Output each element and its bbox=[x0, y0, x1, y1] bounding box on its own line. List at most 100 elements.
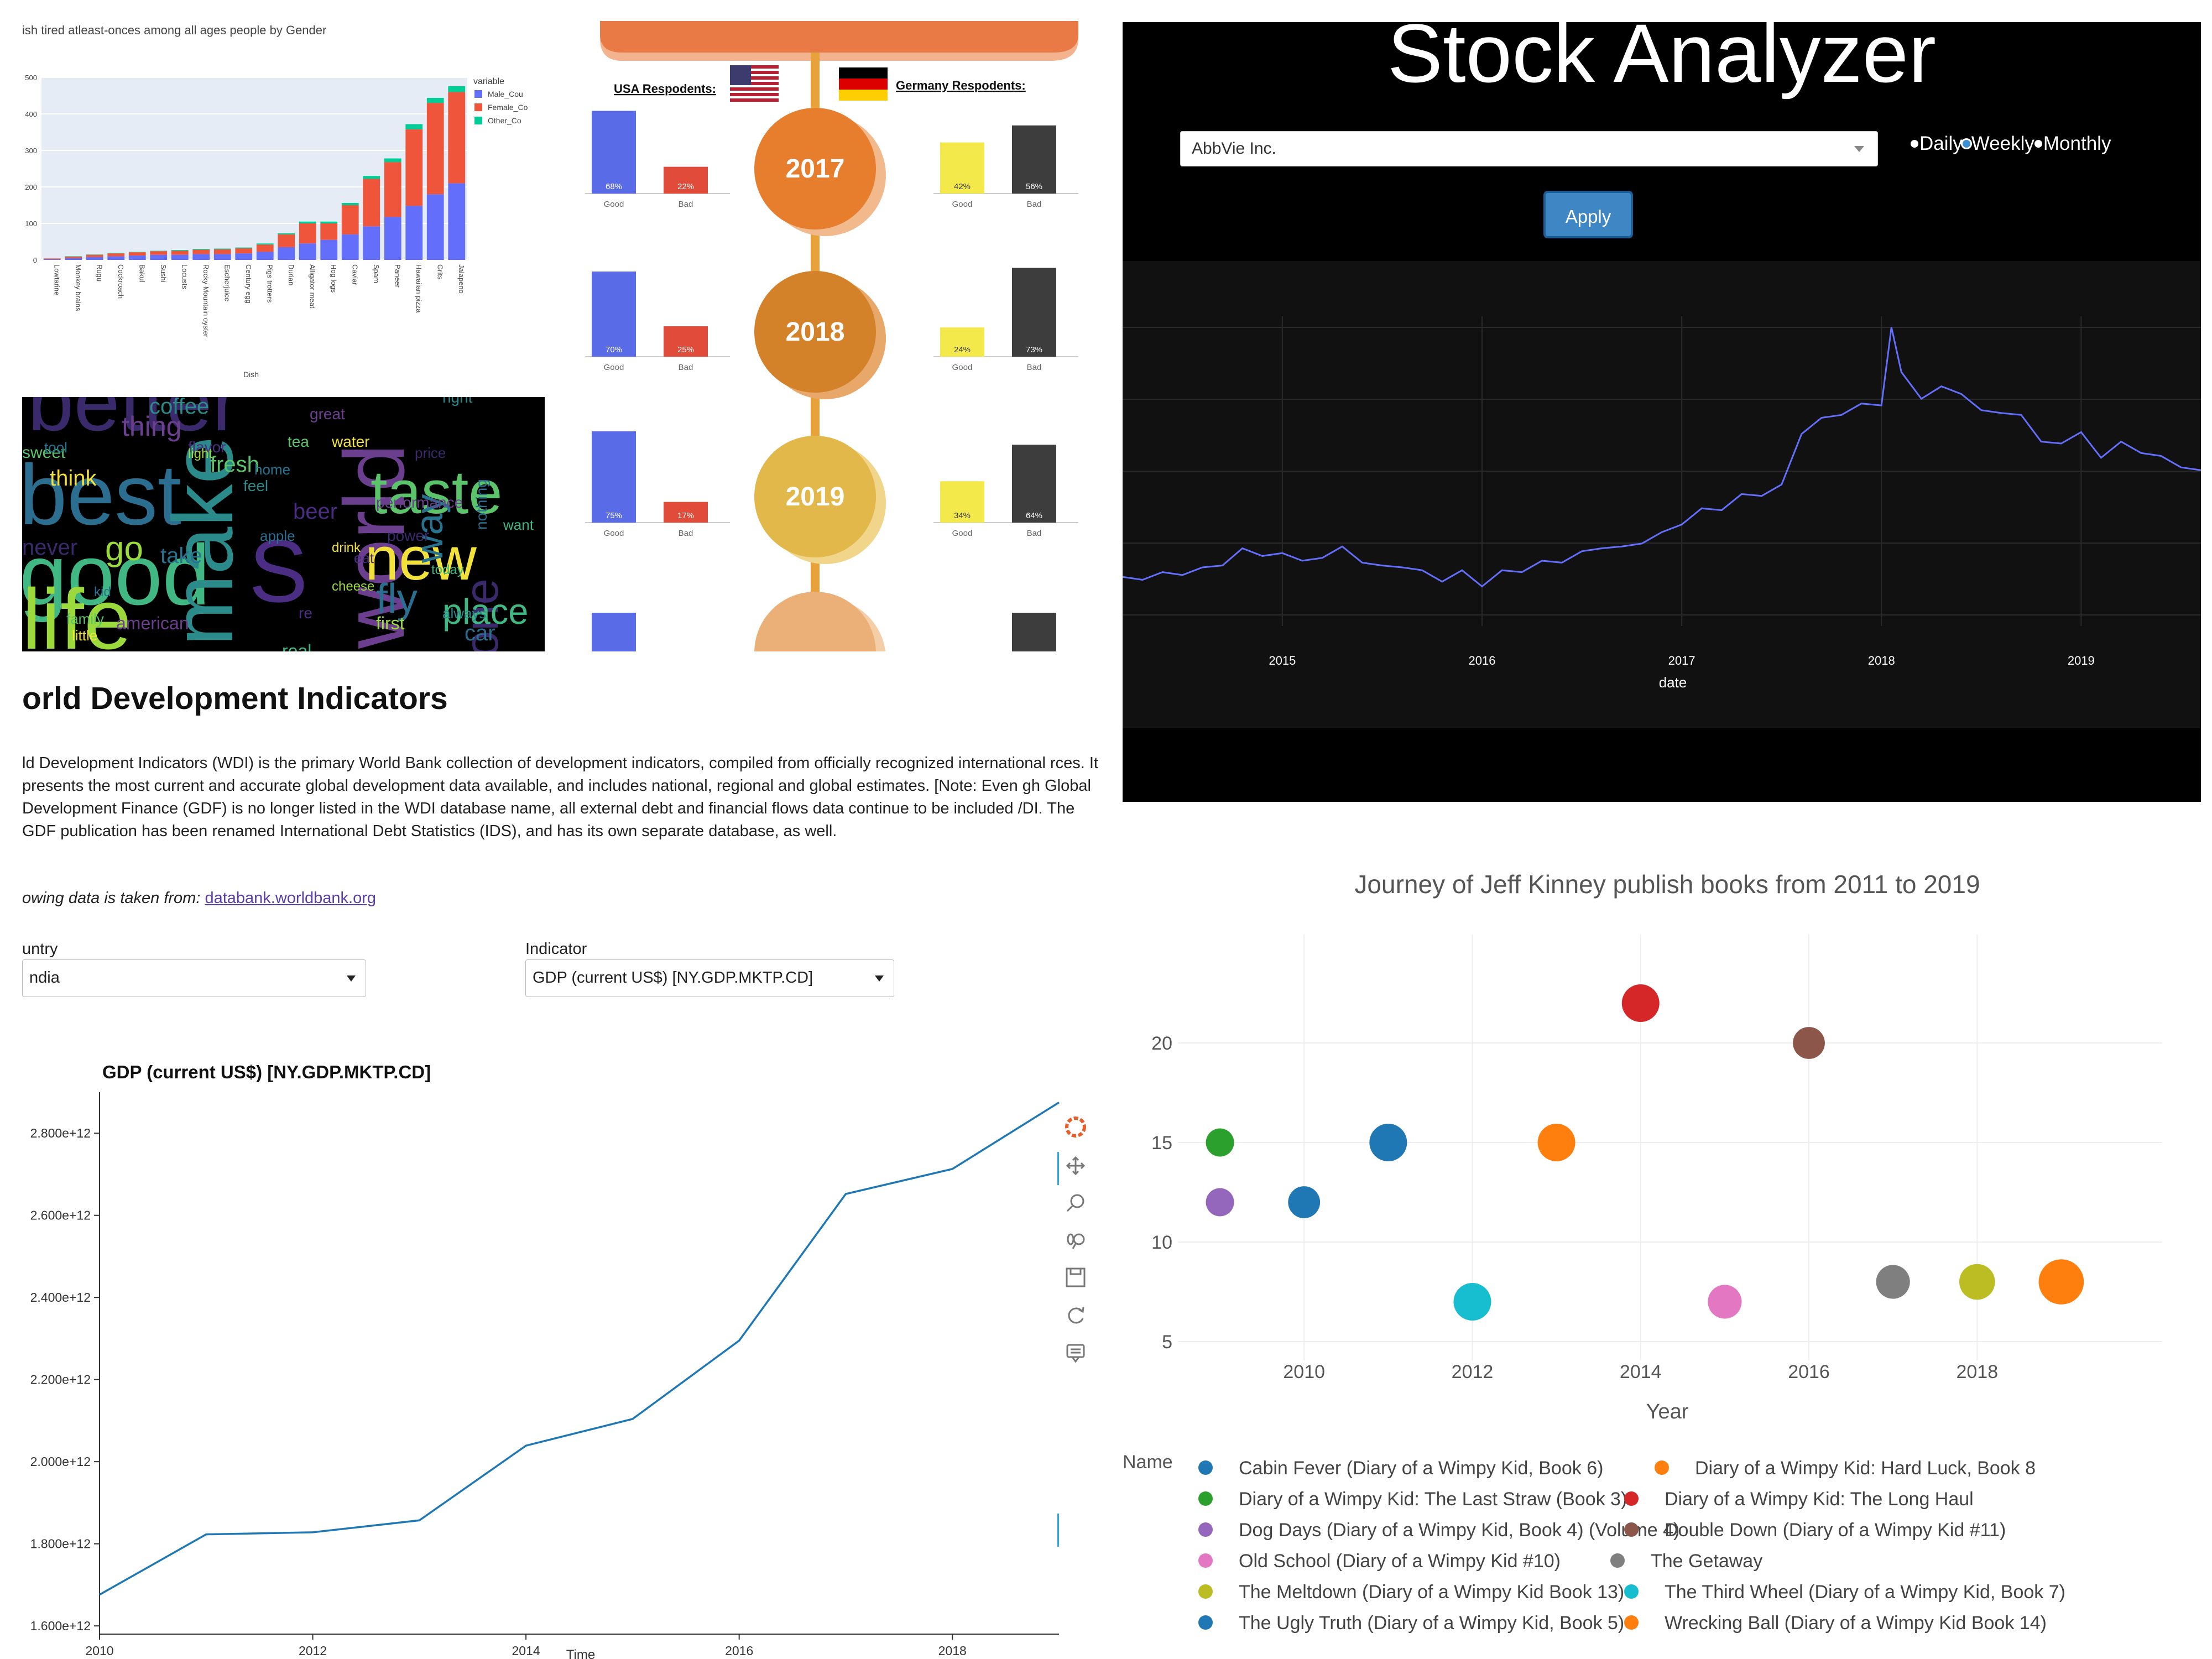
radio-weekly[interactable]: Weekly bbox=[1962, 133, 2034, 154]
books-legend-marker[interactable] bbox=[1624, 1522, 1639, 1537]
word-cloud-word: kid bbox=[94, 585, 111, 599]
word-cloud-word: always bbox=[442, 605, 486, 622]
books-legend-label[interactable]: The Getaway bbox=[1651, 1551, 1762, 1572]
books-legend-label[interactable]: Cabin Fever (Diary of a Wimpy Kid, Book … bbox=[1239, 1458, 1603, 1479]
books-legend-marker[interactable] bbox=[1198, 1553, 1213, 1568]
radio-monthly[interactable]: Monthly bbox=[2034, 133, 2111, 154]
stack-bar-segment bbox=[43, 258, 61, 259]
reset-icon[interactable] bbox=[1068, 1307, 1084, 1324]
book-point[interactable] bbox=[1537, 1124, 1575, 1161]
bokeh-logo-icon[interactable] bbox=[1065, 1117, 1086, 1138]
gdp-y-tick-label: 2.800e+12 bbox=[30, 1126, 91, 1140]
word-cloud-word: right bbox=[442, 397, 473, 406]
indicator-select[interactable]: GDP (current US$) [NY.GDP.MKTP.CD] bbox=[525, 959, 894, 997]
gender-stacked-bar-chart: ish tired atleast-onces among all ages p… bbox=[22, 23, 528, 379]
books-scatter-chart: Journey of Jeff Kinney publish books fro… bbox=[1123, 870, 2162, 1634]
radio-daily[interactable]: Daily bbox=[1911, 133, 1963, 154]
zoom-icon[interactable] bbox=[1066, 1194, 1084, 1212]
book-point[interactable] bbox=[1876, 1265, 1910, 1299]
year-node bbox=[754, 436, 876, 557]
wdi-source-link[interactable]: databank.worldbank.org bbox=[205, 889, 376, 907]
stack-bar-segment bbox=[363, 226, 380, 260]
book-point[interactable] bbox=[1206, 1128, 1234, 1157]
word-cloud-word: feel bbox=[243, 477, 268, 494]
books-legend-label[interactable]: Double Down (Diary of a Wimpy Kid #11) bbox=[1665, 1520, 2006, 1541]
hover-icon[interactable] bbox=[1066, 1344, 1085, 1363]
books-y-tick-label: 20 bbox=[1151, 1033, 1172, 1054]
country-select-value: ndia bbox=[29, 969, 60, 987]
books-legend-marker[interactable] bbox=[1624, 1584, 1639, 1599]
books-legend-label[interactable]: Wrecking Ball (Diary of a Wimpy Kid Book… bbox=[1665, 1613, 2047, 1634]
country-select[interactable]: ndia bbox=[22, 959, 366, 997]
books-x-tick-label: 2012 bbox=[1452, 1361, 1494, 1383]
save-icon[interactable] bbox=[1066, 1267, 1086, 1287]
survey-value-label: 24% bbox=[954, 345, 971, 354]
books-legend-marker[interactable] bbox=[1198, 1460, 1213, 1475]
stack-x-tick-label: Jalapeno bbox=[457, 264, 466, 294]
gdp-x-tick-label: 2010 bbox=[85, 1644, 113, 1658]
survey-bar-bad bbox=[1012, 445, 1056, 523]
survey-value-label: 56% bbox=[1026, 182, 1042, 191]
stack-legend-swatch bbox=[474, 90, 482, 98]
radio-monthly-dot[interactable] bbox=[2034, 139, 2042, 148]
books-legend-marker[interactable] bbox=[1610, 1553, 1625, 1568]
books-legend-label[interactable]: Old School (Diary of a Wimpy Kid #10) bbox=[1239, 1551, 1561, 1572]
book-point[interactable] bbox=[1288, 1186, 1321, 1218]
books-legend-label[interactable]: The Third Wheel (Diary of a Wimpy Kid, B… bbox=[1665, 1582, 2065, 1603]
book-point[interactable] bbox=[1369, 1124, 1407, 1161]
word-cloud-word: fly bbox=[376, 575, 418, 622]
books-legend-marker[interactable] bbox=[1624, 1615, 1639, 1630]
stack-legend-title: variable bbox=[473, 77, 504, 86]
word-cloud-word: world bbox=[326, 444, 422, 649]
stock-title: Stock Analyzer bbox=[1387, 22, 1937, 100]
stack-x-tick-label: Rocky Mountain oyster bbox=[202, 264, 210, 338]
books-legend-title: Name bbox=[1123, 1452, 1173, 1473]
survey-value-label: 34% bbox=[954, 511, 971, 520]
book-point[interactable] bbox=[1206, 1188, 1234, 1217]
book-point[interactable] bbox=[1708, 1285, 1742, 1319]
word-cloud-word: new bbox=[365, 525, 477, 593]
books-legend-label[interactable]: Dog Days (Diary of a Wimpy Kid, Book 4) … bbox=[1239, 1520, 1679, 1541]
books-legend-marker[interactable] bbox=[1655, 1460, 1669, 1475]
pan-icon[interactable] bbox=[1066, 1156, 1086, 1176]
books-legend-label[interactable]: Diary of a Wimpy Kid: The Long Haul bbox=[1665, 1489, 1974, 1510]
books-legend-marker[interactable] bbox=[1198, 1584, 1213, 1599]
books-legend-marker[interactable] bbox=[1624, 1491, 1639, 1506]
stack-bar-segment bbox=[426, 194, 444, 260]
books-legend-label[interactable]: Diary of a Wimpy Kid: Hard Luck, Book 8 bbox=[1695, 1458, 2036, 1479]
word-cloud-word: family bbox=[66, 611, 104, 627]
year-node bbox=[754, 108, 876, 229]
wheel-zoom-icon[interactable] bbox=[1067, 1233, 1085, 1249]
survey-bar-bad bbox=[664, 502, 708, 523]
stack-x-tick-label: Bakul bbox=[138, 264, 146, 283]
books-legend-marker[interactable] bbox=[1198, 1615, 1213, 1630]
books-legend-marker[interactable] bbox=[1198, 1522, 1213, 1537]
book-point[interactable] bbox=[2038, 1259, 2084, 1305]
stack-bar-segment bbox=[299, 223, 316, 244]
book-point[interactable] bbox=[1453, 1283, 1491, 1321]
radio-daily-dot[interactable] bbox=[1911, 139, 1918, 148]
book-point[interactable] bbox=[1793, 1027, 1825, 1059]
stack-x-axis-label: Dish bbox=[243, 370, 259, 379]
company-dropdown[interactable]: AbbVie Inc. bbox=[1180, 131, 1878, 166]
book-point[interactable] bbox=[1959, 1264, 1995, 1300]
stack-bar-segment bbox=[171, 250, 189, 251]
stack-bar-segment bbox=[128, 255, 146, 260]
book-point[interactable] bbox=[1621, 984, 1660, 1022]
word-cloud-word: want bbox=[503, 517, 534, 533]
word-cloud-word: flavor bbox=[188, 439, 226, 456]
stack-legend-swatch bbox=[474, 103, 482, 111]
word-cloud-word: power bbox=[387, 527, 429, 544]
stack-y-tick-label: 400 bbox=[25, 110, 37, 118]
word-cloud-word: think bbox=[50, 466, 97, 491]
radio-weekly-dot[interactable] bbox=[1962, 139, 1970, 148]
books-legend-label[interactable]: Diary of a Wimpy Kid: The Last Straw (Bo… bbox=[1239, 1489, 1627, 1510]
books-legend-marker[interactable] bbox=[1198, 1491, 1213, 1506]
apply-button[interactable]: Apply bbox=[1543, 191, 1633, 238]
word-cloud-word: eat bbox=[354, 550, 374, 566]
books-legend-label[interactable]: The Meltdown (Diary of a Wimpy Kid Book … bbox=[1239, 1582, 1624, 1603]
books-legend-label[interactable]: The Ugly Truth (Diary of a Wimpy Kid, Bo… bbox=[1239, 1613, 1624, 1634]
survey-bar-bad bbox=[664, 166, 708, 194]
year-node bbox=[754, 271, 876, 393]
